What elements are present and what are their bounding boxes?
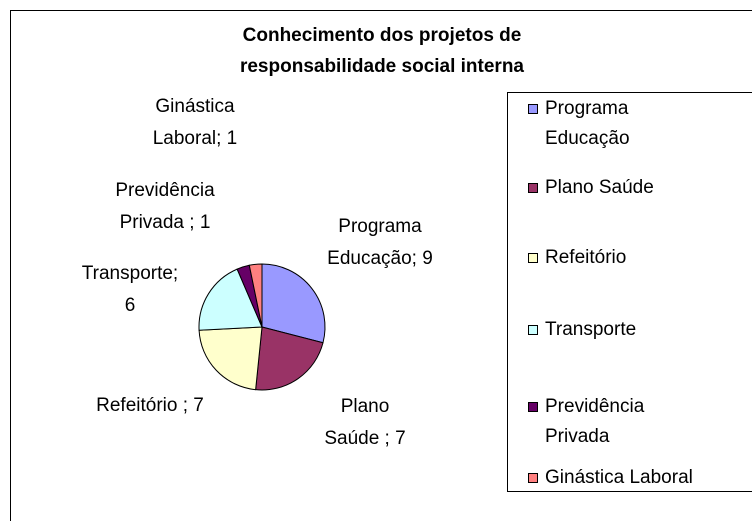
- pie-slice: [198, 268, 263, 331]
- pie-slice: [198, 326, 263, 391]
- legend-label: Transporte: [545, 319, 637, 340]
- legend-swatch: [528, 402, 538, 412]
- legend-label: Plano Saúde: [545, 177, 654, 198]
- data-label: Refeitório ; 7: [96, 395, 204, 416]
- data-label: Ginástica Laboral; 1: [152, 96, 238, 149]
- legend: Programa Educação Plano Saúde Refeitório Tr…: [507, 92, 752, 492]
- legend-label: Programa Educação: [545, 98, 630, 149]
- legend-swatch: [528, 325, 538, 335]
- legend-label: Refeitório: [545, 247, 627, 268]
- data-label: Transporte; 6: [81, 263, 179, 316]
- legend-label: Previdência Privada: [545, 396, 645, 447]
- pie-slice: [261, 263, 326, 344]
- legend-swatch: [528, 253, 538, 263]
- legend-label: Ginástica Laboral: [545, 467, 693, 488]
- chart-frame: [10, 10, 752, 521]
- pie-slice: [248, 263, 263, 328]
- legend-swatch: [528, 104, 538, 114]
- data-label: Programa Educação; 9: [327, 216, 433, 269]
- chart-title: Conhecimento dos projetos de responsabil…: [239, 25, 525, 77]
- data-label: Previdência Privada ; 1: [115, 180, 215, 233]
- legend-swatch: [528, 183, 538, 193]
- data-label: Plano Saúde ; 7: [324, 396, 406, 449]
- pie-slice: [255, 326, 324, 391]
- legend-swatch: [528, 473, 538, 483]
